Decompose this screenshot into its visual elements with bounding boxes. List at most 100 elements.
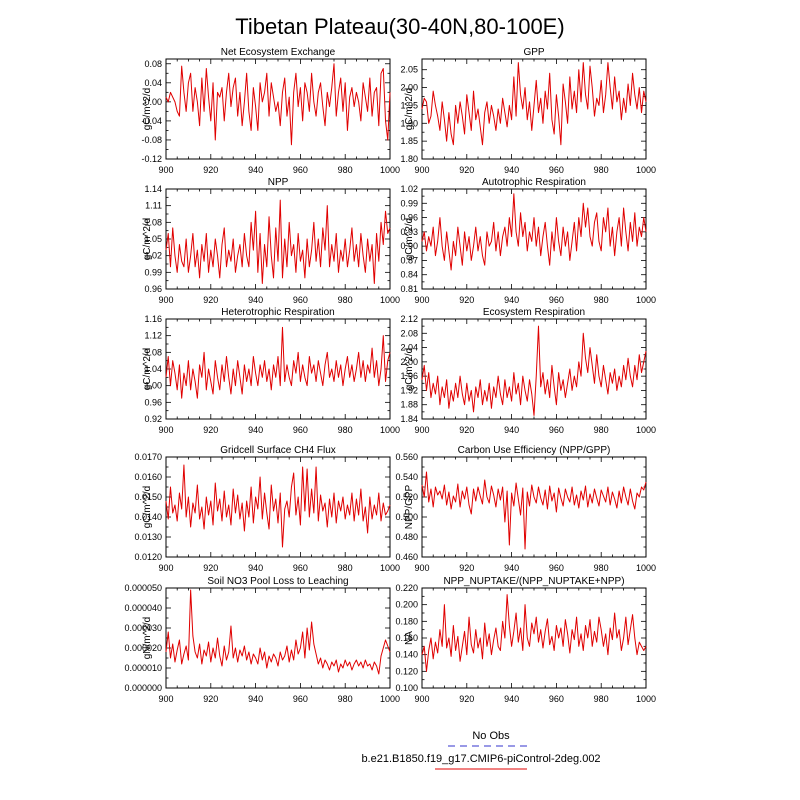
- chart-8-carbon-use-efficiency-npp-gpp: Carbon Use Efficiency (NPP/GPP) 900 920 940…: [395, 445, 656, 573]
- chart-10-title: NPP_NUPTAKE/(NPP_NUPTAKE+NPP): [443, 576, 624, 587]
- chart-9-xtick-label: 980: [338, 694, 353, 704]
- chart-2-ytick-label: 1.85: [400, 136, 418, 146]
- chart-9-xtick-label: 920: [203, 694, 218, 704]
- chart-7-series-line-1: [165, 464, 391, 548]
- chart-1-xtick-label: 960: [293, 165, 308, 175]
- chart-10-ytick-label: 0.180: [395, 616, 418, 626]
- chart-1-xtick-label: 920: [203, 165, 218, 175]
- chart-2-ytick-label: 1.90: [400, 118, 418, 128]
- chart-3-xtick-label: 920: [203, 295, 218, 305]
- chart-6-xtick-label: 920: [459, 425, 474, 435]
- chart-2-ytick-label: 2.00: [400, 83, 418, 93]
- chart-1-ytick-label: -0.04: [141, 116, 162, 126]
- chart-6-series-line-1: [421, 325, 647, 416]
- chart-4-series-line-1: [421, 193, 647, 271]
- chart-6-ytick-label: 2.12: [400, 314, 418, 324]
- chart-5-ytick-label: 1.00: [144, 381, 162, 391]
- chart-8-ytick-label: 0.540: [395, 472, 418, 482]
- chart-3-ytick-label: 0.99: [144, 267, 162, 277]
- chart-4-xtick-label: 940: [504, 295, 519, 305]
- chart-8-xtick-label: 980: [594, 563, 609, 573]
- chart-2-xtick-label: 980: [594, 165, 609, 175]
- chart-5-xtick-label: 1000: [380, 425, 400, 435]
- chart-2-xtick-label: 1000: [636, 165, 656, 175]
- chart-10-ytick-label: 0.120: [395, 666, 418, 676]
- chart-8-ylabel: NPP/GPP: [404, 484, 415, 529]
- chart-7-ytick-label: 0.0130: [134, 532, 162, 542]
- chart-10-xtick-label: 980: [594, 694, 609, 704]
- chart-3-ytick-label: 1.02: [144, 251, 162, 261]
- chart-2-title: GPP: [523, 47, 544, 58]
- figure-title: Tibetan Plateau(30-40N,80-100E): [235, 14, 564, 39]
- chart-6-xtick-label: 900: [414, 425, 429, 435]
- chart-10-npp-nuptake-npp-nuptake-npp: NPP_NUPTAKE/(NPP_NUPTAKE+NPP) 900 920 940 96…: [395, 576, 656, 704]
- chart-1-series-line-1: [165, 63, 391, 146]
- chart-1-ytick-label: 0.04: [144, 78, 162, 88]
- chart-9-ytick-label: 0.000020: [124, 643, 162, 653]
- chart-7-ytick-label: 0.0140: [134, 512, 162, 522]
- chart-3-xtick-label: 960: [293, 295, 308, 305]
- chart-10-ytick-label: 0.140: [395, 650, 418, 660]
- chart-9-title: Soil NO3 Pool Loss to Leaching: [207, 576, 348, 587]
- chart-2-series-line-1: [421, 62, 647, 146]
- legend-case-label: b.e21.B1850.f19_g17.CMIP6-piControl-2deg…: [361, 753, 600, 765]
- chart-2-gpp: GPP 900 920 940 960 980 1000 1.80 1.85 1.90 1.95 2.…: [400, 47, 656, 175]
- chart-10-xtick-label: 920: [459, 694, 474, 704]
- chart-9-ytick-label: 0.000050: [124, 583, 162, 593]
- chart-4-ytick-label: 0.84: [400, 270, 418, 280]
- chart-6-ytick-label: 1.88: [400, 400, 418, 410]
- chart-5-series-line-1: [165, 326, 391, 399]
- chart-1-ytick-label: -0.12: [141, 154, 162, 164]
- chart-5-ytick-label: 0.96: [144, 397, 162, 407]
- chart-1-ylabel: gC/m^2/d: [142, 88, 153, 131]
- chart-4-ylabel: gC/m^2/d: [404, 218, 415, 261]
- chart-2-xtick-label: 900: [414, 165, 429, 175]
- chart-9-xtick-label: 1000: [380, 694, 400, 704]
- chart-8-title: Carbon Use Efficiency (NPP/GPP): [458, 445, 611, 456]
- chart-3-ytick-label: 1.11: [145, 201, 162, 211]
- chart-7-ytick-label: 0.0160: [134, 472, 162, 482]
- chart-8-ytick-label: 0.520: [395, 492, 418, 502]
- chart-9-ytick-label: 0.000010: [124, 663, 162, 673]
- chart-10-series-line-1: [421, 594, 647, 672]
- chart-6-xtick-label: 940: [504, 425, 519, 435]
- chart-7-xtick-label: 920: [203, 563, 218, 573]
- chart-9-ytick-label: 0.000000: [124, 683, 162, 693]
- chart-9-xtick-label: 960: [293, 694, 308, 704]
- chart-10-xtick-label: 940: [504, 694, 519, 704]
- chart-5-xtick-label: 980: [338, 425, 353, 435]
- chart-10-ylabel: NA: [404, 631, 415, 645]
- chart-6-ylabel: gC/m^2/d: [404, 348, 415, 391]
- chart-6-frame: [421, 318, 647, 420]
- chart-8-xtick-label: 900: [414, 563, 429, 573]
- chart-3-series-line-1: [165, 199, 391, 284]
- chart-6-ytick-label: 1.96: [400, 371, 418, 381]
- chart-7-ytick-label: 0.0170: [134, 452, 162, 462]
- chart-10-xtick-label: 960: [549, 694, 564, 704]
- chart-6-xtick-label: 1000: [636, 425, 656, 435]
- chart-5-ytick-label: 1.04: [144, 364, 162, 374]
- chart-10-xtick-label: 1000: [636, 694, 656, 704]
- chart-5-ytick-label: 1.12: [144, 331, 162, 341]
- chart-5-heterotrophic-respiration: Heterotrophic Respiration 900 920 940 960 980…: [142, 307, 400, 435]
- chart-6-ecosystem-respiration: Ecosystem Respiration 900 920 940 960 980 1000…: [400, 307, 656, 435]
- chart-5-ytick-label: 1.08: [144, 347, 162, 357]
- chart-3-xtick-label: 1000: [380, 295, 400, 305]
- chart-5-ytick-label: 1.16: [144, 314, 162, 324]
- chart-8-ytick-label: 0.560: [395, 452, 418, 462]
- chart-4-autotrophic-respiration: Autotrophic Respiration 900 920 940 960 980 10…: [400, 177, 656, 305]
- chart-8-xtick-label: 960: [549, 563, 564, 573]
- chart-4-ytick-label: 1.02: [400, 184, 418, 194]
- chart-5-ytick-label: 0.92: [144, 414, 162, 424]
- chart-2-xtick-label: 960: [549, 165, 564, 175]
- chart-1-xtick-label: 980: [338, 165, 353, 175]
- chart-1-xtick-label: 1000: [380, 165, 400, 175]
- chart-3-ytick-label: 1.08: [144, 217, 162, 227]
- chart-4-xtick-label: 1000: [636, 295, 656, 305]
- chart-3-ytick-label: 1.05: [144, 234, 162, 244]
- chart-2-ylabel: gC/m^2/d: [404, 88, 415, 131]
- chart-4-xtick-label: 900: [414, 295, 429, 305]
- chart-7-xtick-label: 960: [293, 563, 308, 573]
- chart-7-gridcell-surface-ch4-flux: Gridcell Surface CH4 Flux 900 920 940 960 980…: [134, 445, 400, 573]
